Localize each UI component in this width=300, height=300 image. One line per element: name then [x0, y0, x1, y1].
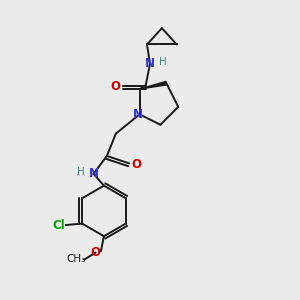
- Text: O: O: [132, 158, 142, 171]
- Text: O: O: [91, 246, 100, 259]
- Text: O: O: [111, 80, 121, 93]
- Text: N: N: [88, 167, 98, 180]
- Text: CH₃: CH₃: [66, 254, 85, 264]
- Text: H: H: [77, 167, 85, 177]
- Text: N: N: [145, 57, 155, 70]
- Polygon shape: [140, 81, 167, 89]
- Text: Cl: Cl: [53, 218, 65, 232]
- Text: H: H: [159, 57, 167, 67]
- Text: N: N: [133, 108, 143, 121]
